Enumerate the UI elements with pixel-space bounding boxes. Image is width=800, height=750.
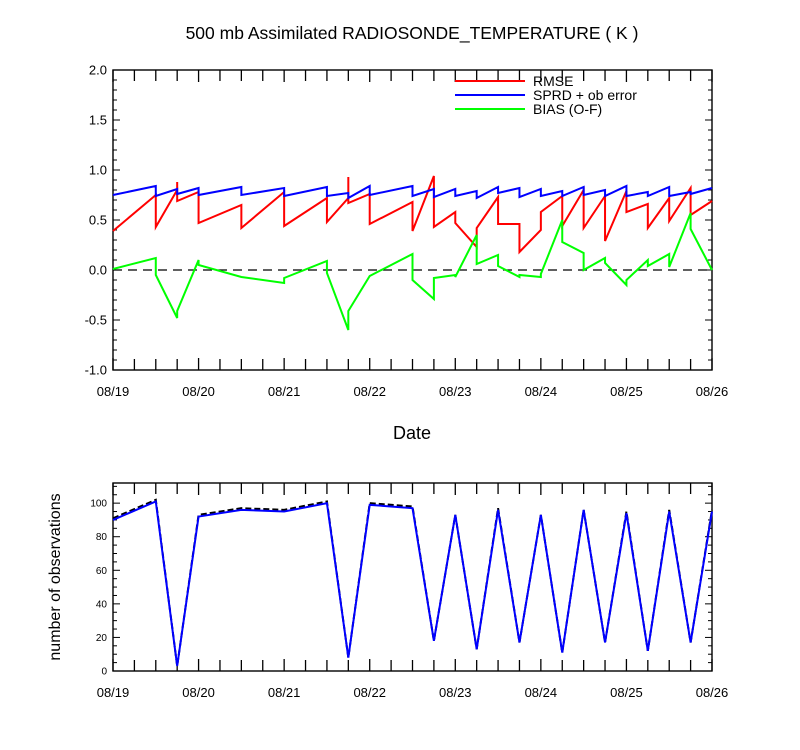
- top-x-tick-label: 08/19: [97, 384, 130, 399]
- top-y-tick-label: 0.0: [89, 263, 107, 278]
- bottom-series-possible: [112, 498, 713, 667]
- top-y-tick-label: 1.0: [89, 163, 107, 178]
- bottom-y-axis-label: number of observations: [47, 493, 64, 660]
- legend-label: SPRD + ob error: [533, 87, 637, 103]
- top-x-tick-label: 08/24: [525, 384, 558, 399]
- top-series-bias-o-f: [112, 212, 713, 331]
- bottom-y-tick-label: 60: [96, 566, 108, 577]
- top-x-tick-label: 08/22: [353, 384, 386, 399]
- top-x-tick-label: 08/25: [610, 384, 643, 399]
- top-series-sprd-ob-error: [112, 184, 713, 200]
- bottom-panel: 0 20 40 60 80 100 08/19 08/20 08/21 08/22 08/23 08/…: [90, 482, 729, 700]
- bottom-x-tick-label: 08/26: [696, 685, 729, 700]
- top-y-tick-label: 1.5: [89, 113, 107, 128]
- bottom-x-tick-label: 08/22: [353, 685, 386, 700]
- bottom-y-tick-label: 80: [96, 532, 108, 543]
- bottom-x-tick-label: 08/20: [182, 685, 215, 700]
- top-y-tick-label: -0.5: [85, 313, 107, 328]
- bottom-x-tick-label: 08/25: [610, 685, 643, 700]
- chart-title: 500 mb Assimilated RADIOSONDE_TEMPERATUR…: [186, 23, 639, 44]
- bottom-x-tick-label: 08/23: [439, 685, 472, 700]
- legend-label: RMSE: [533, 73, 573, 89]
- top-y-tick-label: 2.0: [89, 63, 107, 78]
- top-x-tick-label: 08/20: [182, 384, 215, 399]
- bottom-y-tick-label: 100: [90, 499, 107, 510]
- x-axis-label: Date: [393, 423, 431, 443]
- bottom-series-assimilated: [112, 500, 713, 667]
- top-x-tick-label: 08/26: [696, 384, 729, 399]
- bottom-y-tick-label: 40: [96, 599, 108, 610]
- bottom-x-tick-label: 08/24: [525, 685, 558, 700]
- legend-label: BIAS (O-F): [533, 101, 602, 117]
- bottom-y-tick-label: 20: [96, 633, 108, 644]
- top-x-tick-label: 08/21: [268, 384, 301, 399]
- bottom-y-tick-label: 0: [101, 667, 107, 678]
- bottom-x-tick-label: 08/21: [268, 685, 301, 700]
- top-y-tick-label: -1.0: [85, 363, 107, 378]
- bottom-x-tick-label: 08/19: [97, 685, 130, 700]
- top-panel: -1.0 -0.5 0.0 0.5 1.0 1.5 2.0 08/19 08/20 08/21 08…: [85, 63, 729, 399]
- top-x-tick-label: 08/23: [439, 384, 472, 399]
- top-y-tick-label: 0.5: [89, 213, 107, 228]
